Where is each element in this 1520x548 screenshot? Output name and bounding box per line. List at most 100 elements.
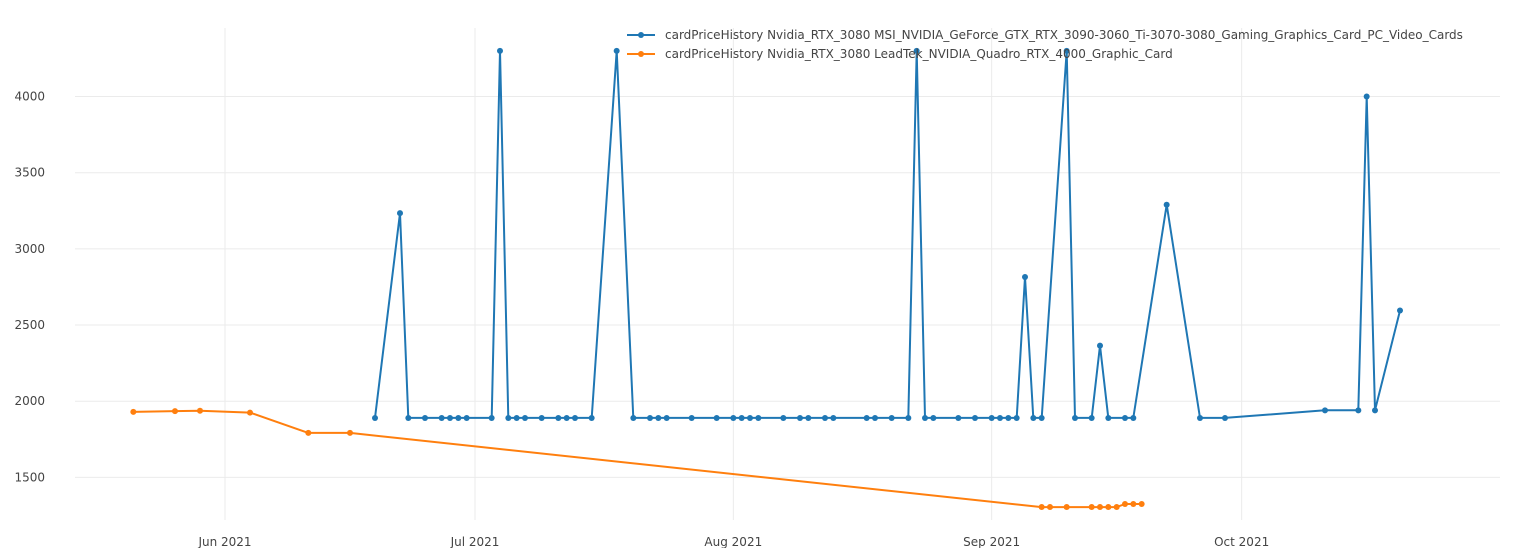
- legend-label: cardPriceHistory Nvidia_RTX_3080 LeadTek…: [665, 47, 1173, 61]
- data-point[interactable]: [455, 414, 462, 421]
- data-point[interactable]: [997, 414, 1003, 421]
- data-point[interactable]: [1397, 307, 1403, 314]
- data-point[interactable]: [1363, 93, 1370, 100]
- data-point[interactable]: [1138, 501, 1145, 508]
- data-point[interactable]: [1097, 504, 1103, 511]
- data-point[interactable]: [988, 414, 995, 421]
- data-point[interactable]: [172, 408, 178, 415]
- data-point[interactable]: [305, 429, 312, 436]
- data-point[interactable]: [522, 414, 528, 421]
- x-tick-label: Oct 2021: [1214, 535, 1269, 548]
- data-point[interactable]: [922, 414, 928, 421]
- data-point[interactable]: [780, 414, 787, 421]
- legend[interactable]: cardPriceHistory Nvidia_RTX_3080 MSI_NVI…: [627, 28, 1463, 61]
- y-tick-label: 2500: [14, 318, 45, 332]
- data-point[interactable]: [563, 414, 570, 421]
- data-point[interactable]: [930, 414, 937, 421]
- data-point[interactable]: [1088, 414, 1095, 421]
- data-point[interactable]: [555, 414, 562, 421]
- series-line: [374, 49, 1401, 419]
- data-point[interactable]: [347, 429, 353, 436]
- data-point[interactable]: [1163, 201, 1170, 208]
- series-1: [130, 407, 1145, 511]
- data-point[interactable]: [572, 414, 578, 421]
- data-point[interactable]: [647, 414, 653, 421]
- x-tick-label: Jul 2021: [450, 535, 500, 548]
- data-point[interactable]: [1063, 504, 1070, 511]
- data-point[interactable]: [1322, 407, 1328, 414]
- data-point[interactable]: [905, 414, 912, 421]
- data-point[interactable]: [630, 414, 637, 421]
- data-point[interactable]: [463, 414, 470, 421]
- legend-label: cardPriceHistory Nvidia_RTX_3080 MSI_NVI…: [665, 28, 1463, 42]
- data-point[interactable]: [1197, 414, 1203, 421]
- data-point[interactable]: [247, 409, 253, 416]
- data-point[interactable]: [655, 414, 662, 421]
- data-point[interactable]: [1022, 274, 1028, 281]
- data-point[interactable]: [1122, 501, 1128, 508]
- data-point[interactable]: [1372, 407, 1378, 414]
- data-point[interactable]: [1038, 504, 1045, 511]
- data-point[interactable]: [447, 414, 453, 421]
- data-point[interactable]: [1122, 414, 1128, 421]
- data-point[interactable]: [713, 414, 720, 421]
- x-axis-ticks: Jun 2021 Jul 2021 Aug 2021 Sep 2021 Oct 2021: [197, 535, 1269, 548]
- data-point[interactable]: [805, 414, 812, 421]
- data-point[interactable]: [397, 210, 403, 217]
- data-point[interactable]: [738, 414, 745, 421]
- data-point[interactable]: [1355, 407, 1362, 414]
- data-point[interactable]: [913, 47, 920, 54]
- data-point[interactable]: [497, 47, 503, 54]
- data-point[interactable]: [872, 414, 878, 421]
- legend-swatch-marker: [638, 51, 644, 57]
- data-point[interactable]: [405, 414, 412, 421]
- y-tick-label: 2000: [14, 394, 45, 408]
- y-tick-label: 3000: [14, 242, 45, 256]
- data-point[interactable]: [513, 414, 520, 421]
- series-layer: [130, 47, 1403, 511]
- data-point[interactable]: [505, 414, 512, 421]
- data-point[interactable]: [130, 408, 137, 415]
- data-point[interactable]: [588, 414, 595, 421]
- legend-item[interactable]: cardPriceHistory Nvidia_RTX_3080 MSI_NVI…: [627, 28, 1463, 42]
- data-point[interactable]: [730, 414, 737, 421]
- y-tick-label: 3500: [14, 166, 45, 180]
- data-point[interactable]: [663, 414, 670, 421]
- grid: [75, 28, 1500, 520]
- data-point[interactable]: [1105, 504, 1112, 511]
- data-point[interactable]: [372, 414, 378, 421]
- data-point[interactable]: [1222, 414, 1228, 421]
- data-point[interactable]: [1030, 414, 1037, 421]
- data-point[interactable]: [1130, 501, 1137, 508]
- data-point[interactable]: [863, 414, 870, 421]
- data-point[interactable]: [888, 414, 895, 421]
- data-point[interactable]: [1038, 414, 1045, 421]
- data-point[interactable]: [538, 414, 545, 421]
- series-0: [372, 47, 1403, 421]
- data-point[interactable]: [1113, 504, 1120, 511]
- data-point[interactable]: [688, 414, 695, 421]
- data-point[interactable]: [955, 414, 962, 421]
- data-point[interactable]: [613, 47, 620, 54]
- data-point[interactable]: [1130, 414, 1137, 421]
- data-point[interactable]: [1005, 414, 1012, 421]
- data-point[interactable]: [1047, 504, 1053, 511]
- data-point[interactable]: [438, 414, 445, 421]
- data-point[interactable]: [1013, 414, 1020, 421]
- data-point[interactable]: [1105, 414, 1112, 421]
- data-point[interactable]: [747, 414, 753, 421]
- data-point[interactable]: [197, 407, 203, 414]
- data-point[interactable]: [488, 414, 495, 421]
- data-point[interactable]: [972, 414, 978, 421]
- data-point[interactable]: [797, 414, 803, 421]
- data-point[interactable]: [422, 414, 428, 421]
- data-point[interactable]: [1063, 47, 1070, 54]
- legend-item[interactable]: cardPriceHistory Nvidia_RTX_3080 LeadTek…: [627, 47, 1173, 61]
- data-point[interactable]: [755, 414, 762, 421]
- data-point[interactable]: [830, 414, 837, 421]
- data-point[interactable]: [1072, 414, 1078, 421]
- data-point[interactable]: [822, 414, 828, 421]
- data-point[interactable]: [1097, 342, 1103, 349]
- data-point[interactable]: [1088, 504, 1095, 511]
